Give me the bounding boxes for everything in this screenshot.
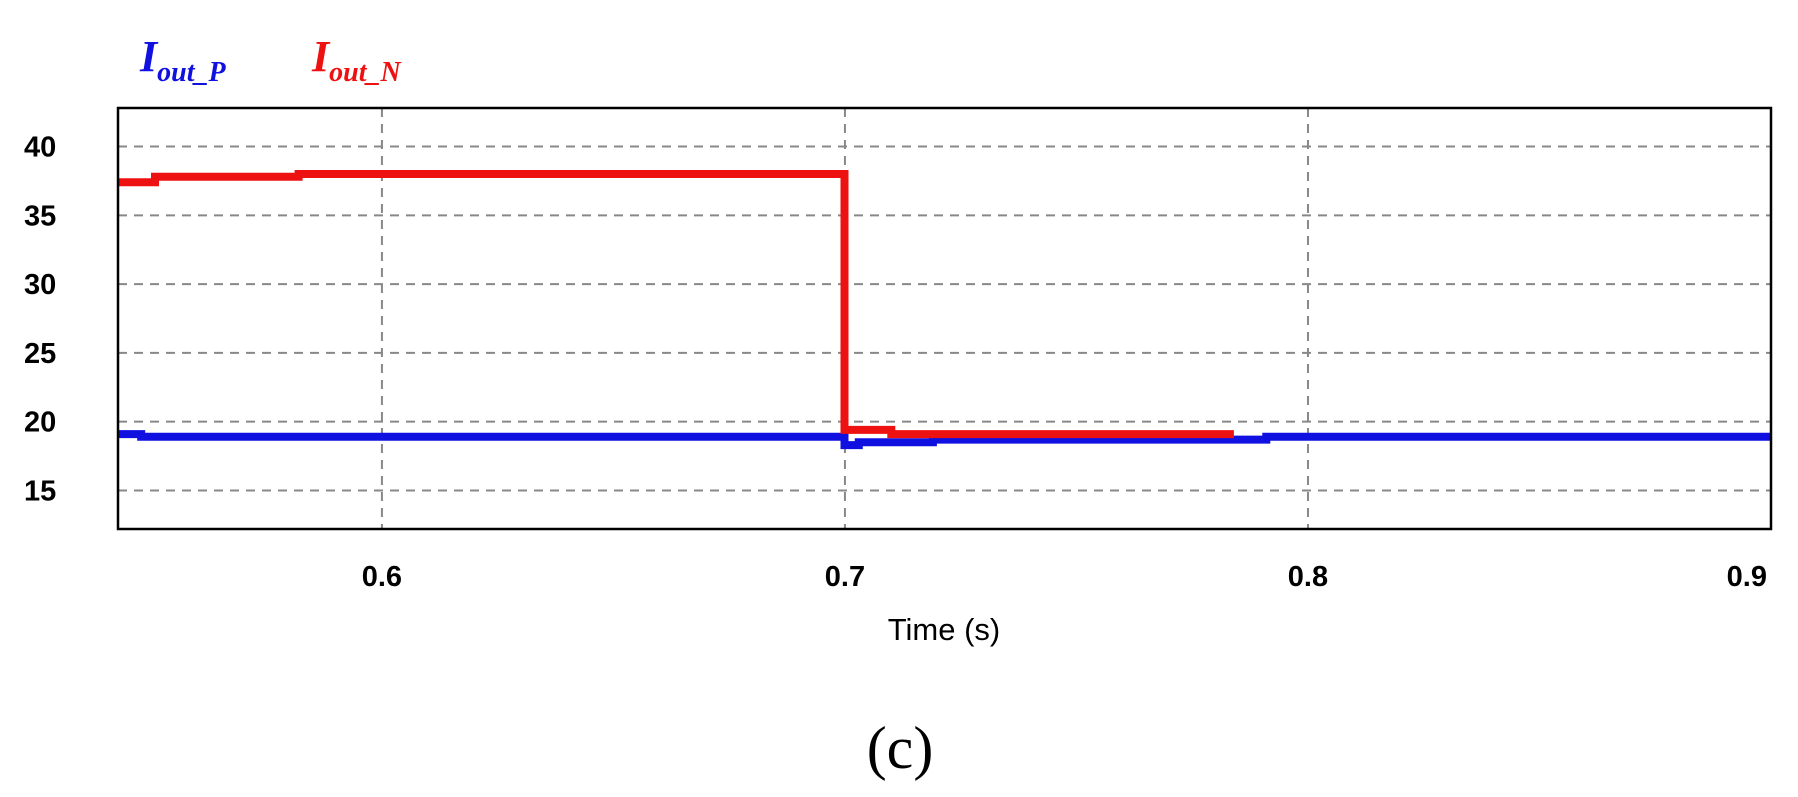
- series-line-iout-p: [118, 430, 1771, 450]
- legend-item-iout-p-main: I: [139, 32, 159, 81]
- y-tick-label: 15: [24, 475, 56, 507]
- x-tick-label: 0.8: [1288, 561, 1328, 593]
- legend-item-iout-n-sub: out_N: [329, 57, 402, 88]
- series-line-iout-n: [118, 170, 1234, 439]
- x-tick-label: 0.9: [1727, 561, 1767, 593]
- plot-frame: [116, 106, 1773, 531]
- y-tick-label: 40: [24, 132, 56, 164]
- legend-item-iout-p: Iout_P: [139, 32, 226, 88]
- legend: Iout_P Iout_N: [139, 32, 402, 88]
- x-tick-label: 0.7: [825, 561, 865, 593]
- figure-caption: (c): [867, 715, 934, 781]
- y-tick-label: 25: [24, 338, 56, 370]
- x-tick-labels: 0.6 0.7 0.8 0.9: [362, 561, 1767, 593]
- y-tick-label: 35: [24, 200, 56, 232]
- y-tick-label: 20: [24, 407, 56, 439]
- legend-item-iout-n-main: I: [311, 32, 331, 81]
- x-tick-label: 0.6: [362, 561, 402, 593]
- x-axis-label: Time (s): [888, 612, 1001, 647]
- y-tick-labels: 15 20 25 30 35 40: [24, 132, 56, 508]
- legend-item-iout-n: Iout_N: [311, 32, 402, 88]
- series-traces: [118, 170, 1771, 450]
- legend-item-iout-p-sub: out_P: [157, 57, 226, 88]
- y-tick-label: 30: [24, 269, 56, 301]
